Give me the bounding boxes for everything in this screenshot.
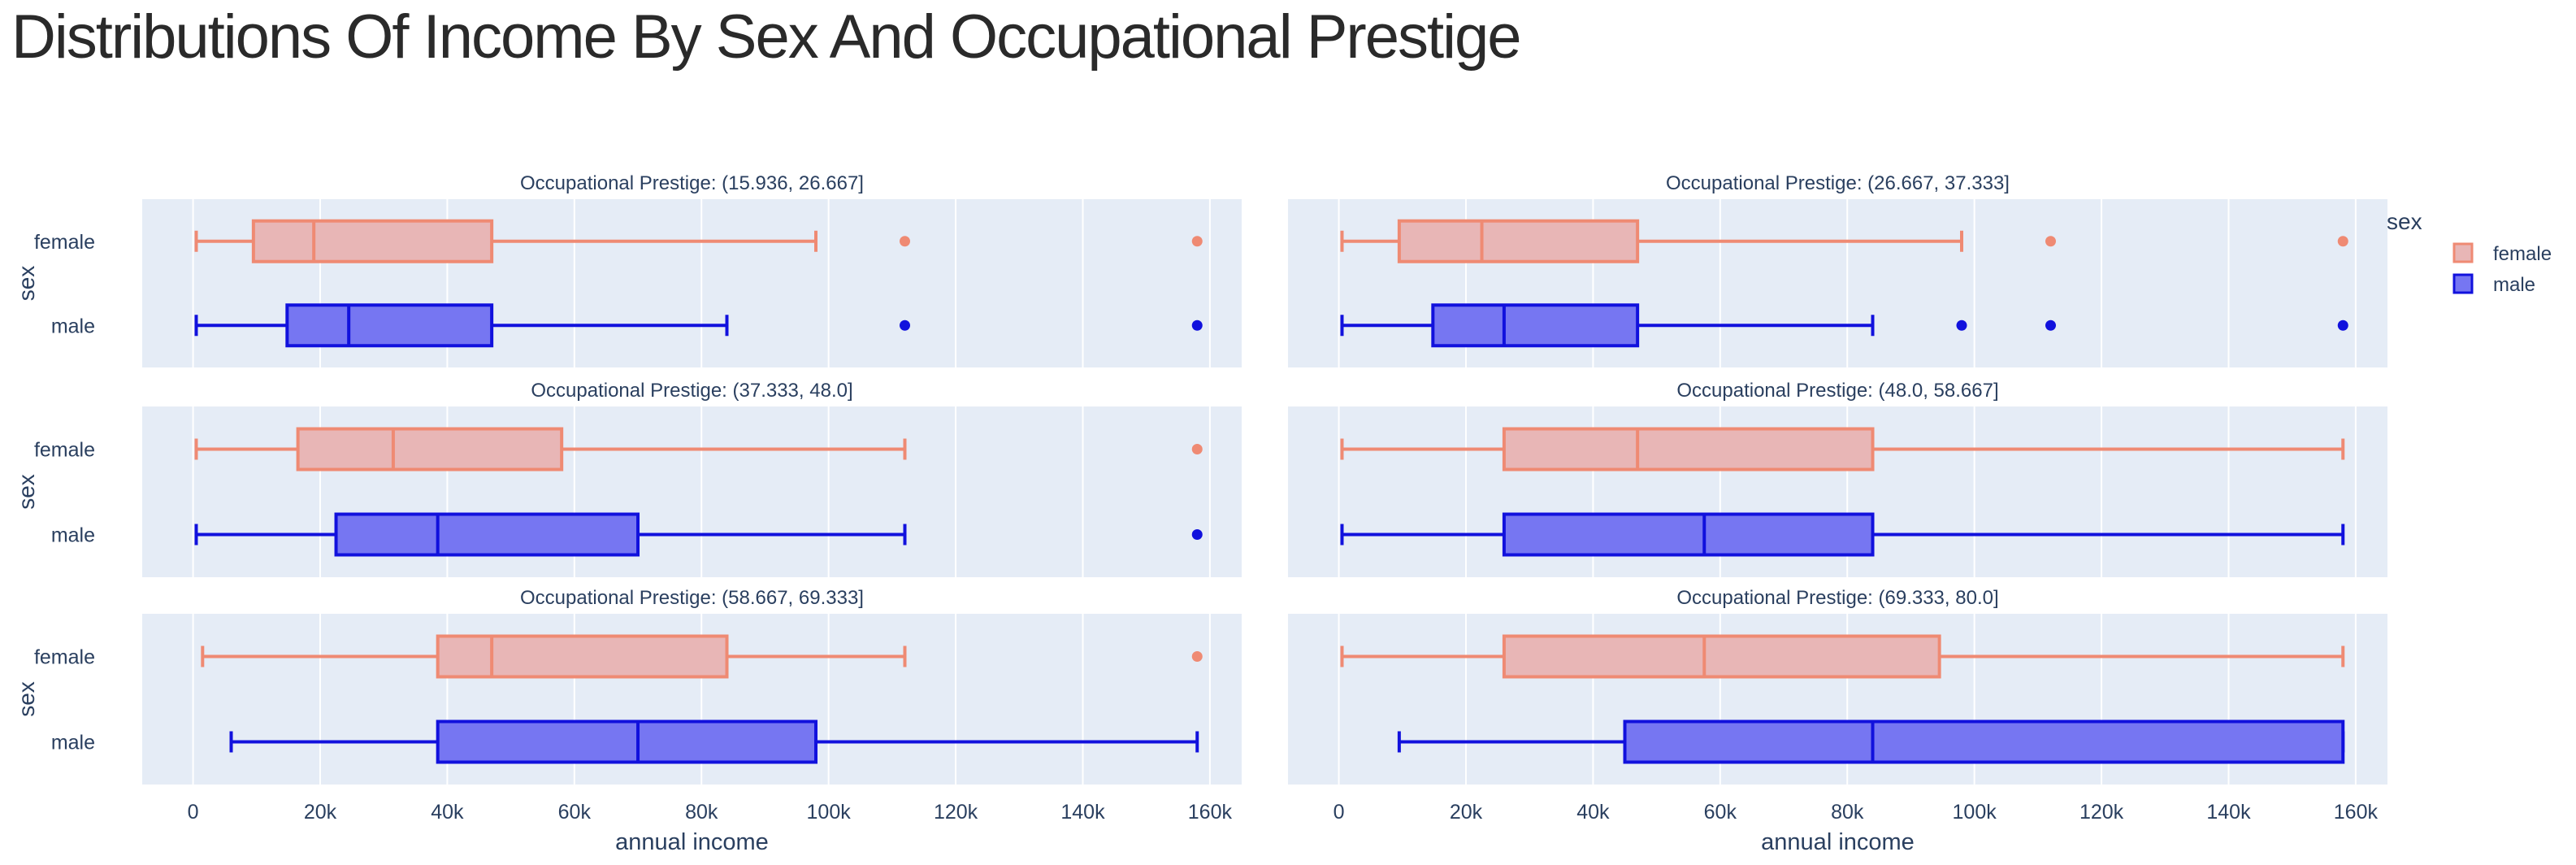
x-tick-label: 100k — [1953, 801, 1997, 824]
x-tick-label: 140k — [1060, 801, 1105, 824]
legend-label-female: female — [2493, 243, 2552, 265]
y-tick-label: female — [34, 646, 95, 669]
box-male — [1502, 512, 1875, 557]
outlier-point — [1191, 319, 1203, 331]
x-axis-label: annual income — [615, 829, 769, 855]
y-tick-label: male — [51, 524, 95, 547]
legend-label-male: male — [2493, 274, 2535, 296]
y-axis-label: sex — [14, 681, 39, 717]
box-female — [251, 219, 494, 263]
box-female — [436, 634, 729, 679]
outlier-point — [2045, 236, 2056, 247]
box-male — [436, 719, 818, 764]
y-axis-label: sex — [14, 474, 39, 510]
box-male — [285, 303, 494, 348]
x-tick-label: 160k — [1188, 801, 1233, 824]
x-tick-label: 40k — [431, 801, 464, 824]
outlier-point — [1191, 444, 1203, 454]
chart-title: Distributions Of Income By Sex And Occup… — [11, 2, 1522, 72]
x-tick-label: 20k — [1450, 801, 1483, 824]
box-male — [1431, 303, 1640, 348]
box-male — [1623, 719, 2345, 764]
y-tick-label: female — [34, 439, 95, 462]
panel-title: Occupational Prestige: (48.0, 58.667] — [1676, 380, 1998, 402]
x-tick-label: 20k — [304, 801, 337, 824]
x-tick-label: 0 — [188, 801, 199, 824]
box-female — [1502, 427, 1875, 472]
box-female — [1502, 634, 1941, 679]
panel-title: Occupational Prestige: (69.333, 80.0] — [1676, 587, 1998, 609]
x-axis-label: annual income — [1761, 829, 1915, 855]
box-female — [1397, 219, 1640, 263]
outlier-point — [1191, 651, 1203, 662]
y-tick-label: female — [34, 231, 95, 254]
panel-title: Occupational Prestige: (15.936, 26.667] — [520, 172, 864, 194]
box-female — [296, 427, 564, 472]
y-tick-label: male — [51, 732, 95, 754]
legend-swatch-female — [2452, 242, 2474, 263]
panel-title: Occupational Prestige: (26.667, 37.333] — [1666, 172, 2010, 194]
x-tick-label: 0 — [1334, 801, 1345, 824]
x-tick-label: 60k — [558, 801, 592, 824]
outlier-point — [899, 236, 910, 247]
x-tick-label: 100k — [807, 801, 852, 824]
outlier-point — [1191, 236, 1203, 247]
x-tick-label: 120k — [2079, 801, 2124, 824]
outlier-point — [2045, 319, 2056, 331]
x-tick-label: 140k — [2206, 801, 2251, 824]
y-axis-label: sex — [14, 266, 39, 302]
outlier-point — [2337, 319, 2348, 331]
panel-title: Occupational Prestige: (37.333, 48.0] — [531, 380, 852, 402]
legend-title: sex — [2387, 209, 2422, 234]
x-tick-label: 80k — [1831, 801, 1864, 824]
x-tick-label: 120k — [934, 801, 978, 824]
x-tick-label: 40k — [1576, 801, 1610, 824]
x-tick-label: 160k — [2334, 801, 2379, 824]
x-tick-label: 60k — [1704, 801, 1737, 824]
y-tick-label: male — [51, 315, 95, 337]
outlier-point — [899, 319, 910, 331]
x-tick-label: 80k — [685, 801, 718, 824]
outlier-point — [1956, 319, 1967, 331]
legend-swatch-male — [2452, 273, 2474, 294]
panel-title: Occupational Prestige: (58.667, 69.333] — [520, 587, 864, 609]
outlier-point — [1191, 529, 1203, 540]
outlier-point — [2337, 236, 2348, 247]
box-male — [334, 512, 640, 557]
